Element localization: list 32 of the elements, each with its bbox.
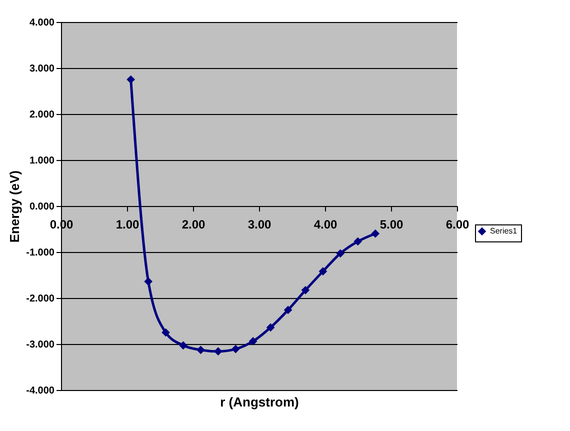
y-tick-label: 1.000	[29, 156, 55, 166]
point	[354, 237, 362, 246]
x-axis-title: r (Angstrom)	[220, 394, 299, 410]
point	[144, 277, 152, 286]
y-tick-label: 0.000	[29, 202, 55, 212]
x-tick-label: 4.00	[314, 218, 338, 232]
x-tick-label: 2.00	[182, 218, 206, 232]
x-tick-label: 6.00	[446, 218, 470, 232]
point	[301, 286, 310, 294]
x-tick-label: 1.00	[116, 218, 140, 232]
point	[179, 341, 188, 350]
y-axis-title: Energy (eV)	[7, 170, 22, 243]
point	[231, 344, 240, 354]
y-tick-label: -3.000	[26, 340, 55, 350]
x-tick-label: 5.00	[380, 218, 404, 232]
point	[284, 306, 292, 314]
point	[371, 229, 380, 238]
y-tick-label: 4.000	[29, 18, 55, 28]
point	[266, 323, 275, 332]
point	[196, 346, 205, 354]
point	[336, 249, 345, 258]
y-tick-label: -1.000	[26, 248, 55, 258]
y-tick-label: 2.000	[29, 110, 55, 120]
point	[126, 75, 136, 84]
y-tick-label: -2.000	[26, 294, 55, 304]
x-tick-label: 3.00	[248, 218, 272, 232]
point	[162, 328, 170, 337]
y-tick-label: -4.000	[26, 386, 55, 396]
point	[248, 337, 258, 346]
y-tick-label: 3.000	[29, 64, 55, 74]
legend-label: Series1	[490, 226, 518, 236]
point	[318, 267, 328, 276]
